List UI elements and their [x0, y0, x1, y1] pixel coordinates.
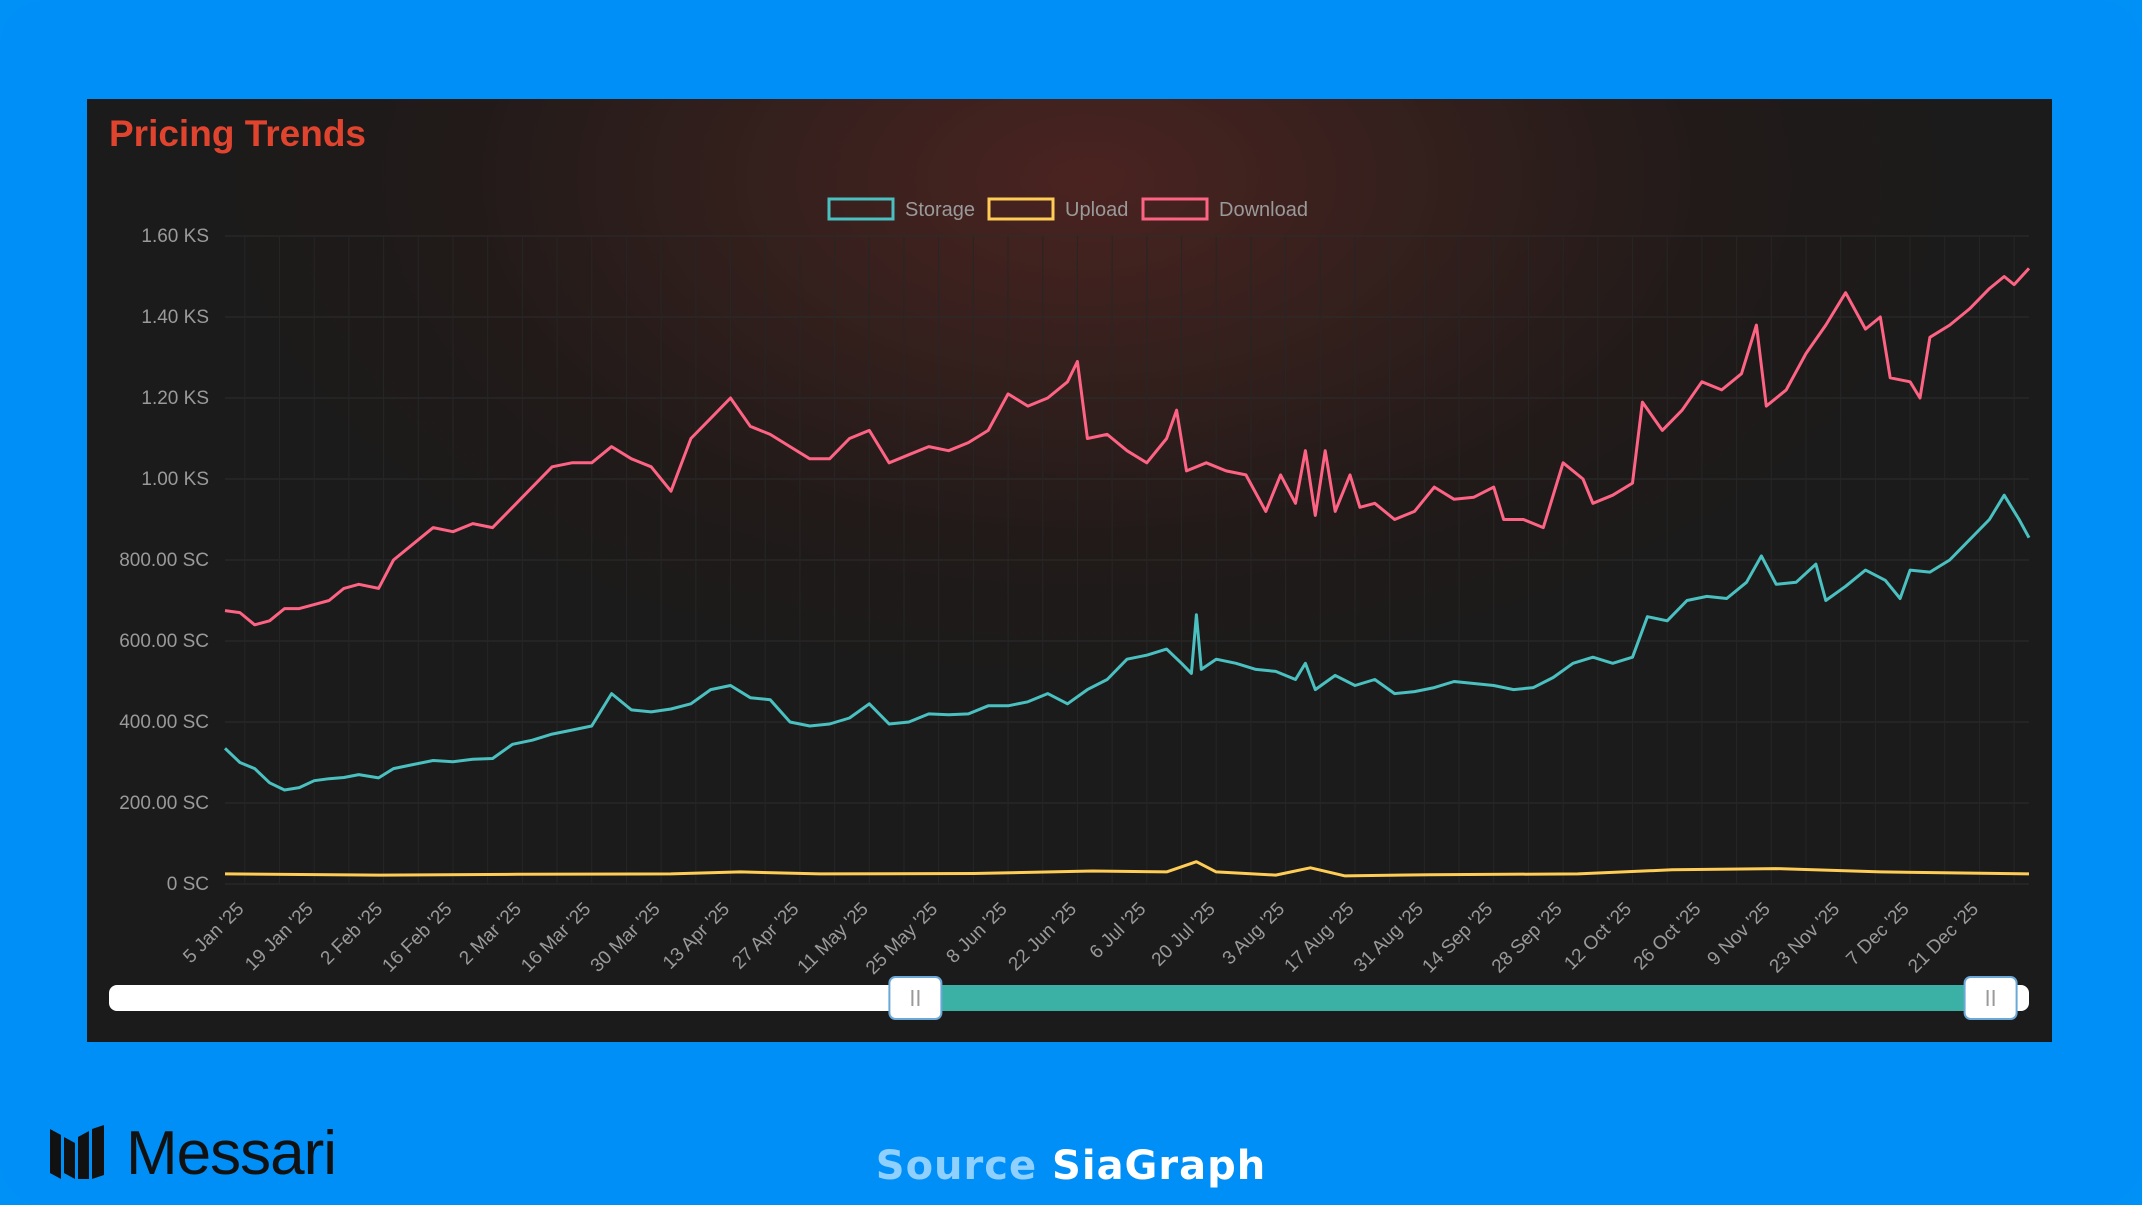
series-layer — [223, 267, 2031, 878]
x-tick-label: 16 Mar '25 — [517, 899, 595, 977]
y-axis: 0 SC 200.00 SC 400.00 SC 600.00 SC 800.00 SC… — [119, 226, 209, 895]
x-tick-label: 2 Feb '25 — [317, 899, 387, 969]
series-line-upload — [224, 860, 2030, 878]
x-tick-label: 9 Nov '25 — [1704, 899, 1775, 970]
legend-label[interactable]: Upload — [1065, 199, 1128, 221]
x-tick-label: 27 Apr '25 — [728, 899, 803, 974]
legend-swatch[interactable] — [827, 197, 895, 221]
x-tick-label: 26 Oct '25 — [1630, 899, 1706, 975]
source-prefix: Source — [875, 1143, 1038, 1189]
x-tick-label: 3 Aug '25 — [1219, 899, 1289, 969]
legend: Storage Upload Download — [827, 197, 1308, 221]
source-caption: Source SiaGraph — [0, 1143, 2142, 1189]
x-tick-label: 22 Jun '25 — [1005, 899, 1081, 975]
x-tick-label: 21 Dec '25 — [1904, 899, 1983, 978]
y-tick-label: 0 SC — [167, 874, 209, 895]
x-tick-label: 20 Jul '25 — [1148, 899, 1220, 971]
slider-handle-start[interactable] — [888, 976, 943, 1020]
brand-name: Messari — [126, 1119, 337, 1188]
slider-selected-range[interactable] — [915, 985, 1991, 1011]
legend-swatch[interactable] — [1141, 197, 1209, 221]
y-tick-label: 400.00 SC — [119, 712, 209, 733]
legend-swatch[interactable] — [987, 197, 1055, 221]
x-tick-label: 28 Sep '25 — [1488, 899, 1567, 978]
x-tick-label: 6 Jul '25 — [1086, 899, 1150, 963]
y-tick-label: 1.00 KS — [141, 469, 209, 490]
x-tick-label: 30 Mar '25 — [587, 899, 665, 977]
x-tick-label: 11 May '25 — [794, 899, 873, 978]
x-tick-label: 25 May '25 — [862, 899, 942, 979]
x-tick-label: 12 Oct '25 — [1560, 899, 1636, 975]
y-tick-label: 1.20 KS — [141, 388, 209, 409]
y-tick-label: 600.00 SC — [119, 631, 209, 652]
chart-title: Pricing Trends — [109, 113, 367, 154]
x-tick-label: 23 Nov '25 — [1766, 899, 1845, 978]
legend-label[interactable]: Download — [1219, 199, 1308, 221]
messari-logo-icon — [50, 1124, 104, 1179]
x-tick-label: 13 Apr '25 — [659, 899, 734, 974]
x-tick-label: 2 Mar '25 — [455, 899, 525, 969]
series-line-storage — [223, 493, 2031, 792]
y-tick-label: 800.00 SC — [119, 550, 209, 571]
x-tick-label: 17 Aug '25 — [1281, 899, 1359, 977]
legend-label[interactable]: Storage — [905, 199, 975, 221]
series-line-download — [224, 267, 2031, 627]
x-tick-label: 7 Dec '25 — [1842, 899, 1913, 970]
x-tick-label: 14 Sep '25 — [1419, 899, 1498, 978]
source-name: SiaGraph — [1052, 1143, 1267, 1189]
chart-panel: 0 SC 200.00 SC 400.00 SC 600.00 SC 800.00 SC… — [87, 99, 2052, 1042]
x-tick-label: 5 Jan '25 — [179, 899, 248, 968]
y-tick-label: 1.40 KS — [141, 307, 209, 328]
slider-handle-end[interactable] — [1963, 976, 2018, 1020]
brand-logo: Messari — [48, 1118, 337, 1189]
chart-canvas: 0 SC 200.00 SC 400.00 SC 600.00 SC 800.00 SC… — [109, 197, 2031, 1020]
range-slider[interactable] — [109, 976, 2029, 1020]
x-tick-label: 8 Jun '25 — [943, 899, 1012, 968]
y-tick-label: 200.00 SC — [119, 793, 209, 814]
x-tick-label: 16 Feb '25 — [379, 899, 457, 977]
y-tick-label: 1.60 KS — [141, 226, 209, 247]
x-tick-label: 31 Aug '25 — [1350, 899, 1428, 977]
x-tick-label: 19 Jan '25 — [241, 899, 317, 975]
